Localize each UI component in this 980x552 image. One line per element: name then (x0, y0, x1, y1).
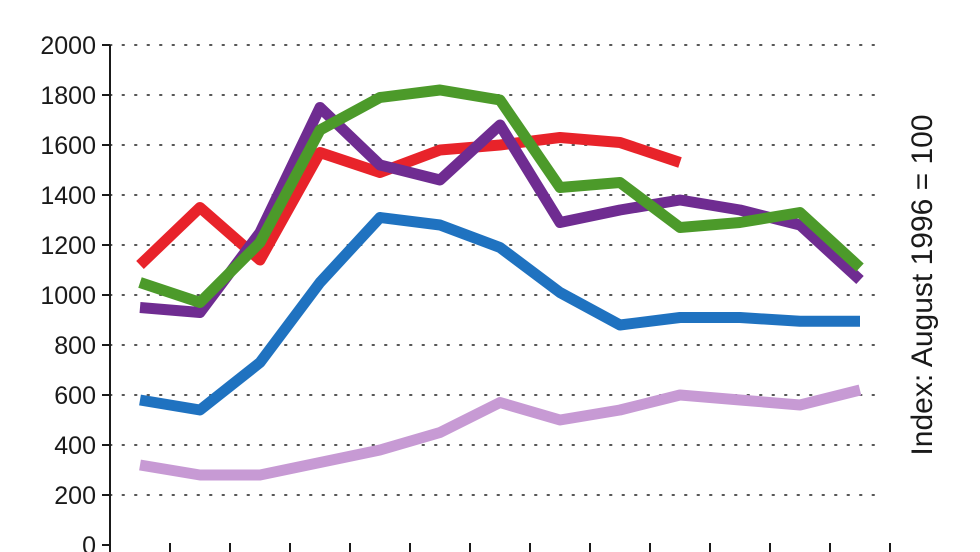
y-axis-label: Index: August 1996 = 100 (906, 114, 939, 455)
y-tick-label: 200 (54, 482, 96, 510)
y-tick-label: 2000 (40, 32, 96, 60)
series-line-3 (138, 84, 864, 308)
series-line-5 (139, 384, 862, 481)
series-line-2 (139, 102, 864, 318)
series-lines (136, 84, 864, 481)
y-tick-label: 800 (54, 332, 96, 360)
y-tick-label: 1600 (40, 132, 96, 160)
tick-labels: 0 200 400 600 800 1000 1200 1400 1600 1800 2000 (40, 32, 96, 552)
axes (102, 44, 891, 552)
y-tick-label: 600 (54, 382, 96, 410)
y-tick-label: 1200 (40, 232, 96, 260)
y-tick-label: 1000 (40, 282, 96, 310)
series-line-4 (139, 212, 860, 416)
y-tick-label: 1400 (40, 182, 96, 210)
series-line-1 (136, 132, 682, 269)
y-tick-label: 0 (82, 532, 96, 552)
y-tick-label: 400 (54, 432, 96, 460)
y-tick-label: 1800 (40, 82, 96, 110)
